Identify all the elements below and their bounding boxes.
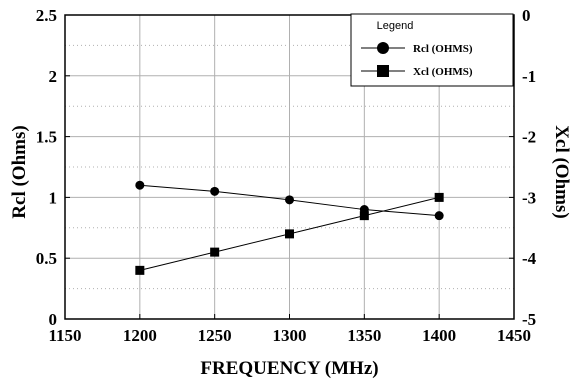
right-y-tick-label: -4 — [522, 249, 537, 268]
x-axis-label: FREQUENCY (MHz) — [200, 358, 378, 379]
x-tick-label: 1150 — [48, 326, 81, 345]
x-tick-label: 1200 — [123, 326, 157, 345]
x-tick-label: 1300 — [273, 326, 307, 345]
right-y-tick-label: -5 — [522, 310, 536, 329]
left-y-axis-label: Rcl (Ohms) — [9, 125, 30, 218]
left-y-tick-label: 1 — [49, 188, 58, 207]
x-tick-label: 1450 — [497, 326, 531, 345]
right-y-tick-label: -1 — [522, 67, 536, 86]
data-point-rcl-ohms — [135, 180, 145, 190]
data-point-rcl-ohms — [285, 195, 294, 205]
left-y-tick-label: 2.5 — [36, 6, 57, 25]
x-tick-label: 1350 — [347, 326, 381, 345]
data-point-xcl-ohms — [285, 229, 294, 239]
data-point-rcl-ohms — [434, 211, 444, 221]
legend-square-marker — [377, 65, 389, 77]
data-point-rcl-ohms — [210, 186, 220, 196]
right-y-axis-label: Xcl (Ohms) — [551, 125, 571, 218]
data-point-xcl-ohms — [434, 192, 444, 202]
legend-entry-rcl: Rcl (OHMS) — [413, 43, 473, 55]
left-y-tick-label: 0.5 — [36, 249, 57, 268]
legend-title: Legend — [377, 20, 414, 32]
right-y-tick-label: -2 — [522, 128, 536, 147]
left-y-tick-label: 0 — [49, 310, 58, 329]
legend-entry-xcl: Xcl (OHMS) — [413, 66, 473, 78]
left-y-axis: 0 0.5 1 1.5 2 2.5 — [36, 6, 70, 329]
x-axis: 1150 1200 1250 1300 1350 1400 1450 — [48, 314, 531, 345]
legend: Legend Rcl (OHMS) Xcl (OHMS) — [350, 13, 514, 87]
x-tick-label: 1400 — [422, 326, 456, 345]
legend-circle-marker — [377, 42, 389, 54]
data-point-xcl-ohms — [359, 211, 369, 221]
data-point-xcl-ohms — [210, 247, 220, 257]
right-y-tick-label: -3 — [522, 188, 536, 207]
left-y-tick-label: 1.5 — [36, 128, 57, 147]
x-tick-label: 1250 — [198, 326, 232, 345]
right-y-axis: -5 -4 -3 -2 -1 0 — [509, 6, 537, 329]
data-point-xcl-ohms — [135, 265, 145, 275]
series-layer — [135, 180, 444, 275]
right-y-tick-label: 0 — [522, 6, 531, 25]
left-y-tick-label: 2 — [49, 67, 58, 86]
